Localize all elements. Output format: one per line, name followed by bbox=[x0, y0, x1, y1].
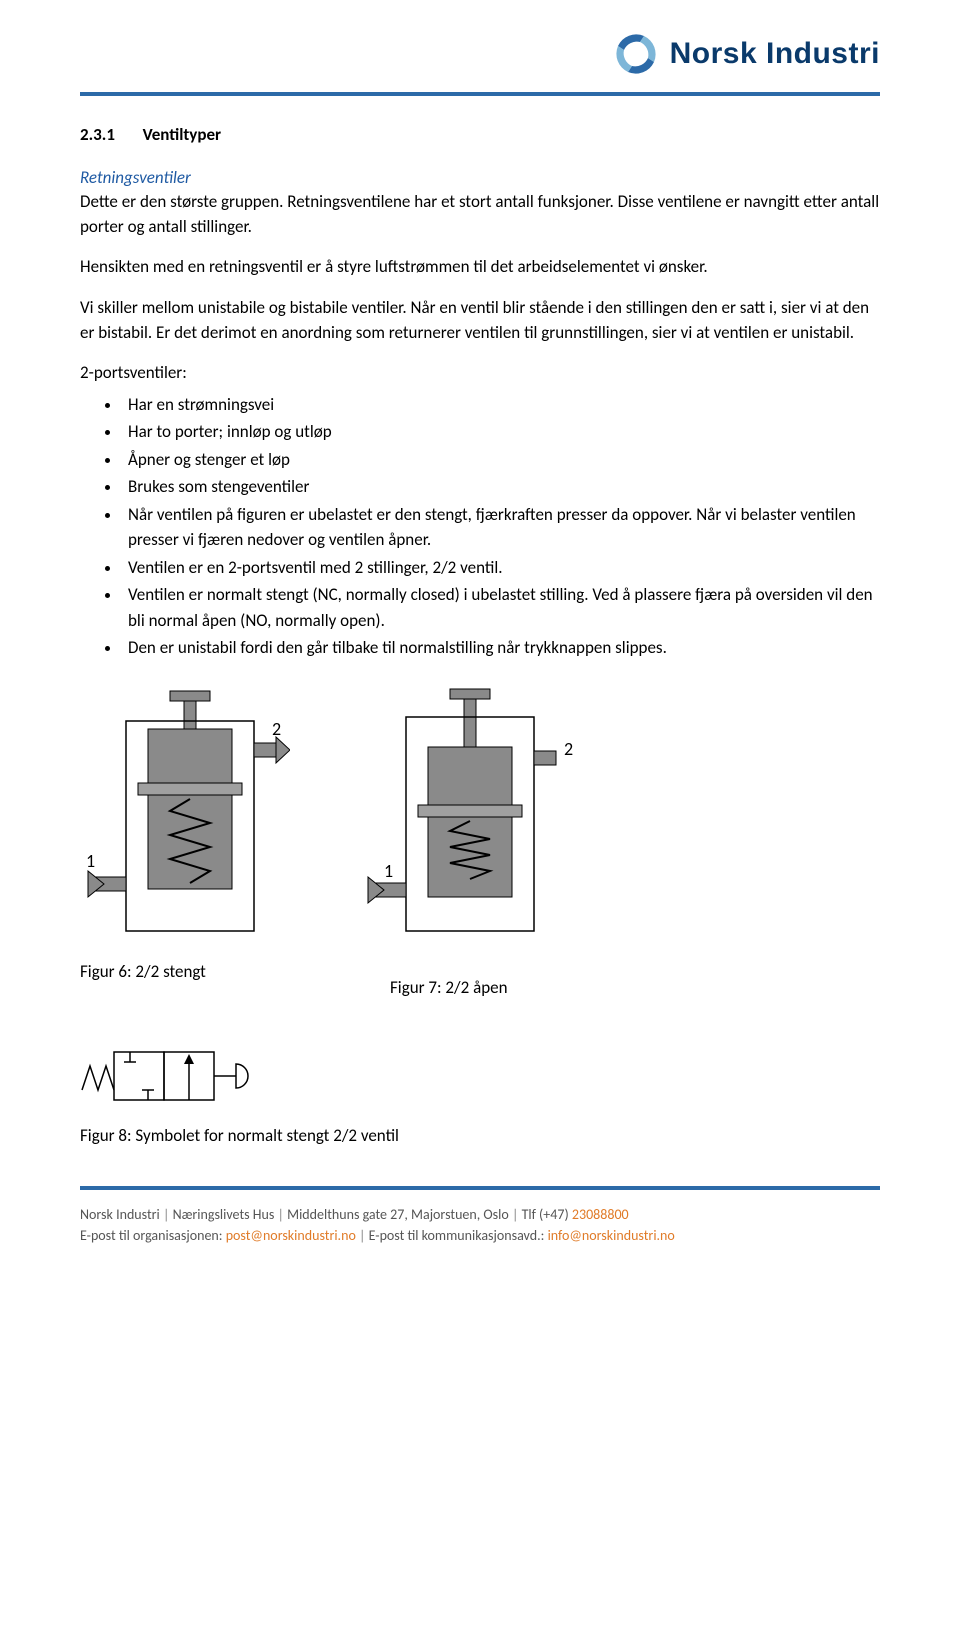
footer: Norsk Industri | Næringslivets Hus | Mid… bbox=[0, 1190, 960, 1262]
section-heading: 2.3.1 Ventiltyper bbox=[80, 124, 880, 145]
list-item: Åpner og stenger et løp bbox=[122, 447, 880, 473]
header-rule bbox=[80, 92, 880, 96]
port-1-label: 1 bbox=[86, 850, 95, 872]
header: Norsk Industri bbox=[80, 20, 880, 92]
bullet-list: Har en strømningsvei Har to porter; innl… bbox=[122, 392, 880, 661]
footer-org: Norsk Industri bbox=[80, 1206, 160, 1223]
figure-7: 2 1 Figur 7: 2/2 åpen bbox=[350, 687, 580, 998]
list-item: Har en strømningsvei bbox=[122, 392, 880, 418]
section-number: 2.3.1 bbox=[80, 124, 115, 145]
paragraph-intro-3: Vi skiller mellom unistabile og bistabil… bbox=[80, 296, 880, 345]
port-1-label: 1 bbox=[384, 860, 393, 882]
figure-6: 2 1 Figur 6: 2/2 stengt bbox=[80, 687, 290, 982]
figures-row: 2 1 Figur 6: 2/2 stengt bbox=[80, 687, 880, 998]
footer-email2-label: E-post til kommunikasjonsavd.: bbox=[369, 1227, 545, 1244]
footer-tel-label: Tlf (+47) bbox=[522, 1206, 569, 1223]
port-2-label: 2 bbox=[272, 718, 281, 740]
list-item: Har to porter; innløp og utløp bbox=[122, 419, 880, 445]
figure-6-caption: Figur 6: 2/2 stengt bbox=[80, 961, 290, 982]
subheading: Retningsventiler bbox=[80, 167, 880, 188]
footer-email2: info@norskindustri.no bbox=[548, 1227, 675, 1244]
footer-line-2: E-post til organisasjonen: post@norskind… bbox=[80, 1225, 880, 1246]
list-item: Brukes som stengeventiler bbox=[122, 474, 880, 500]
list-item: Når ventilen på figuren er ubelastet er … bbox=[122, 502, 880, 553]
valve-open-diagram: 2 1 bbox=[350, 687, 580, 947]
brand-name: Norsk Industri bbox=[670, 37, 880, 71]
section-title: Ventiltyper bbox=[143, 124, 222, 145]
paragraph-intro-2: Hensikten med en retningsventil er å sty… bbox=[80, 255, 880, 280]
footer-rule bbox=[80, 1186, 880, 1190]
footer-line-1: Norsk Industri | Næringslivets Hus | Mid… bbox=[80, 1204, 880, 1225]
footer-phone: 23088800 bbox=[572, 1206, 629, 1223]
valve-symbol-diagram bbox=[80, 1046, 270, 1106]
valve-closed-diagram: 2 1 bbox=[80, 687, 290, 947]
list-item: Den er unistabil fordi den går tilbake t… bbox=[122, 635, 880, 661]
figure-8-caption: Figur 8: Symbolet for normalt stengt 2/2… bbox=[80, 1125, 880, 1146]
figure-8: Figur 8: Symbolet for normalt stengt 2/2… bbox=[80, 1046, 880, 1146]
list-item: Ventilen er normalt stengt (NC, normally… bbox=[122, 582, 880, 633]
logo-icon bbox=[610, 28, 662, 80]
figure-7-caption: Figur 7: 2/2 åpen bbox=[390, 977, 580, 998]
footer-building: Næringslivets Hus bbox=[173, 1206, 275, 1223]
list-item: Ventilen er en 2-portsventil med 2 still… bbox=[122, 555, 880, 581]
footer-email1-label: E-post til organisasjonen: bbox=[80, 1227, 223, 1244]
footer-email1: post@norskindustri.no bbox=[226, 1227, 356, 1244]
list-label: 2-portsventiler: bbox=[80, 361, 880, 386]
footer-address: Middelthuns gate 27, Majorstuen, Oslo bbox=[287, 1206, 509, 1223]
paragraph-intro-1: Dette er den største gruppen. Retningsve… bbox=[80, 190, 880, 239]
port-2-label: 2 bbox=[564, 738, 573, 760]
brand-logo: Norsk Industri bbox=[610, 28, 880, 80]
